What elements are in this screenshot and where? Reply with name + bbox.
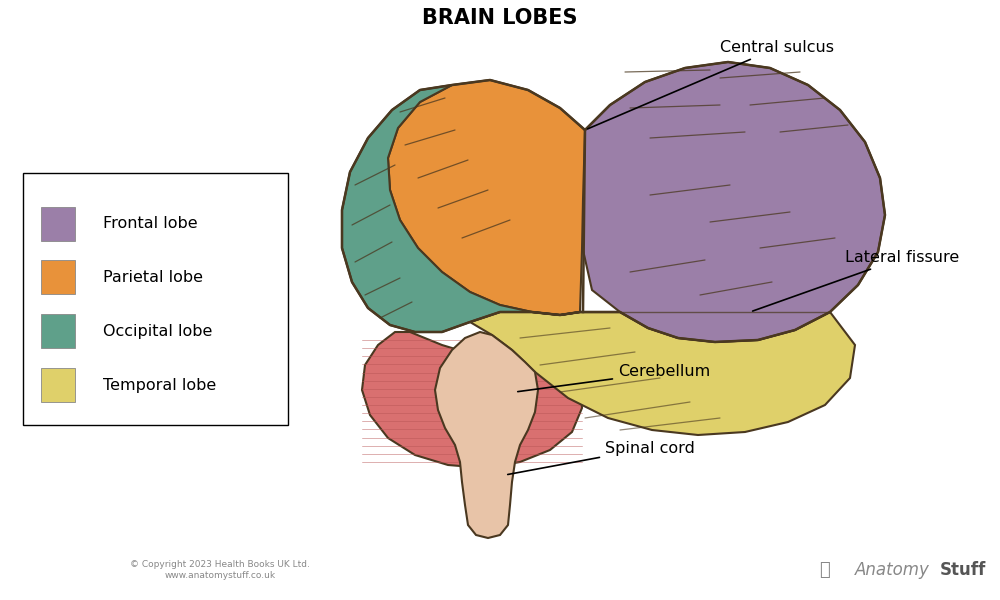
Polygon shape — [362, 332, 582, 468]
Polygon shape — [582, 62, 885, 342]
FancyBboxPatch shape — [41, 207, 75, 241]
FancyBboxPatch shape — [23, 173, 288, 425]
Text: Stuff: Stuff — [940, 561, 986, 579]
Text: Parietal lobe: Parietal lobe — [103, 270, 203, 285]
Polygon shape — [435, 332, 538, 538]
Polygon shape — [342, 85, 580, 332]
Text: BRAIN LOBES: BRAIN LOBES — [422, 8, 578, 28]
Text: Frontal lobe: Frontal lobe — [103, 216, 198, 231]
Text: Lateral fissure: Lateral fissure — [753, 251, 959, 311]
Text: © Copyright 2023 Health Books UK Ltd.
www.anatomystuff.co.uk: © Copyright 2023 Health Books UK Ltd. ww… — [130, 560, 310, 580]
Text: Temporal lobe: Temporal lobe — [103, 377, 216, 392]
Text: Spinal cord: Spinal cord — [508, 440, 695, 475]
FancyBboxPatch shape — [41, 314, 75, 348]
Text: Ⓡ: Ⓡ — [820, 561, 830, 579]
Text: Cerebellum: Cerebellum — [518, 365, 710, 392]
FancyBboxPatch shape — [41, 260, 75, 295]
Text: Central sulcus: Central sulcus — [588, 40, 834, 129]
FancyBboxPatch shape — [41, 368, 75, 402]
Text: Anatomy: Anatomy — [855, 561, 930, 579]
Polygon shape — [388, 80, 585, 315]
Text: Occipital lobe: Occipital lobe — [103, 324, 212, 339]
Polygon shape — [470, 312, 855, 435]
